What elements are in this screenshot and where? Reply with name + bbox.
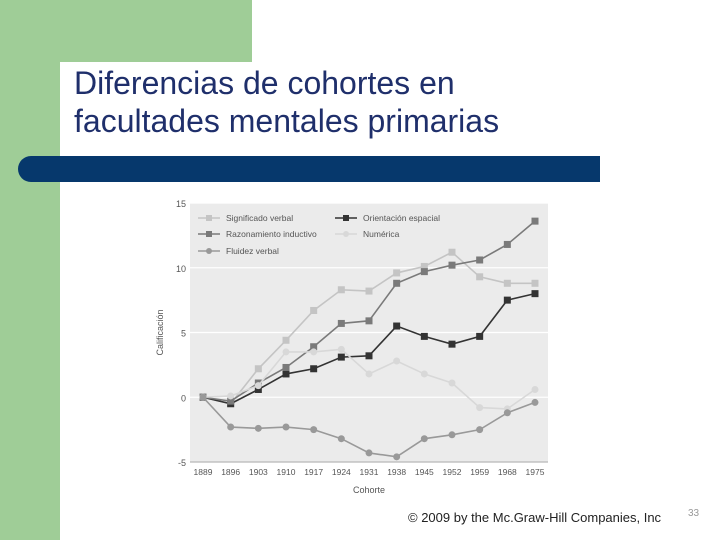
data-point (393, 279, 401, 287)
x-tick-label: 1910 (277, 467, 296, 477)
y-tick-label: 10 (176, 264, 186, 274)
cohort-line-chart: -5 0 5 10 15 1889 1896 1903 1910 1917 1924 1931 1938… (155, 199, 548, 495)
x-axis-label: Cohorte (353, 485, 385, 495)
data-point (310, 348, 318, 356)
data-point (282, 336, 290, 344)
data-point (503, 240, 511, 248)
data-point (420, 435, 428, 443)
data-point (420, 332, 428, 340)
data-point (310, 426, 318, 434)
data-point (310, 365, 318, 373)
data-point (531, 290, 539, 298)
data-point (199, 393, 207, 401)
x-tick-label: 1952 (443, 467, 462, 477)
legend-label: Numérica (363, 229, 400, 239)
y-tick-label: -5 (178, 458, 186, 468)
x-tick-label: 1896 (221, 467, 240, 477)
left-green-band (0, 0, 60, 540)
legend-label: Fluidez verbal (226, 246, 279, 256)
data-point (343, 231, 349, 237)
data-point (227, 423, 235, 431)
data-point (393, 269, 401, 277)
x-tick-label: 1975 (526, 467, 545, 477)
data-point (448, 248, 456, 256)
data-point (420, 370, 428, 378)
y-tick-label: 15 (176, 199, 186, 209)
data-point (337, 345, 345, 353)
data-point (448, 379, 456, 387)
data-point (476, 273, 484, 281)
x-tick-label: 1945 (415, 467, 434, 477)
data-point (365, 287, 373, 295)
data-point (531, 217, 539, 225)
data-point (337, 319, 345, 327)
data-point (343, 215, 349, 221)
data-point (365, 370, 373, 378)
data-point (365, 317, 373, 325)
data-point (448, 261, 456, 269)
data-point (476, 256, 484, 264)
legend-label: Significado verbal (226, 213, 293, 223)
data-point (206, 231, 212, 237)
data-point (531, 398, 539, 406)
data-point (420, 268, 428, 276)
data-point (531, 385, 539, 393)
data-point (206, 248, 212, 254)
data-point (393, 322, 401, 330)
slide-title: Diferencias de cohortes en facultades me… (74, 64, 634, 140)
data-point (254, 365, 262, 373)
data-point (310, 306, 318, 314)
slide-title-line1: Diferencias de cohortes en (74, 65, 455, 101)
data-point (254, 424, 262, 432)
x-tick-label: 1917 (304, 467, 323, 477)
page-number: 33 (688, 508, 700, 519)
data-point (365, 449, 373, 457)
data-point (282, 348, 290, 356)
data-point (476, 404, 484, 412)
data-point (476, 426, 484, 434)
x-tick-label: 1968 (498, 467, 517, 477)
data-point (282, 370, 290, 378)
x-tick-label: 1938 (387, 467, 406, 477)
data-point (310, 343, 318, 351)
copyright-footer: © 2009 by the Mc.Graw-Hill Companies, In… (408, 510, 662, 525)
legend-label: Orientación espacial (363, 213, 440, 223)
x-tick-label: 1931 (360, 467, 379, 477)
data-point (503, 296, 511, 304)
y-axis-label: Calificación (155, 309, 165, 355)
title-divider-bar (18, 156, 600, 182)
data-point (254, 382, 262, 390)
x-tick-label: 1959 (470, 467, 489, 477)
data-point (227, 392, 235, 400)
data-point (282, 423, 290, 431)
data-point (420, 262, 428, 270)
data-point (365, 352, 373, 360)
data-point (448, 340, 456, 348)
x-tick-label: 1924 (332, 467, 351, 477)
data-point (254, 385, 262, 393)
data-point (476, 332, 484, 340)
data-point (282, 363, 290, 371)
x-tick-label: 1903 (249, 467, 268, 477)
slide-title-line2: facultades mentales primarias (74, 103, 500, 139)
data-point (503, 409, 511, 417)
data-point (337, 353, 345, 361)
data-point (206, 215, 212, 221)
data-point (531, 279, 539, 287)
data-point (503, 279, 511, 287)
data-point (393, 357, 401, 365)
top-green-band (60, 0, 252, 62)
legend-label: Razonamiento inductivo (226, 229, 317, 239)
data-point (337, 286, 345, 294)
x-tick-label: 1889 (194, 467, 213, 477)
data-point (393, 453, 401, 461)
data-point (227, 397, 235, 405)
y-tick-label: 0 (181, 393, 186, 403)
data-point (337, 435, 345, 443)
data-point (448, 431, 456, 439)
y-tick-label: 5 (181, 329, 186, 339)
